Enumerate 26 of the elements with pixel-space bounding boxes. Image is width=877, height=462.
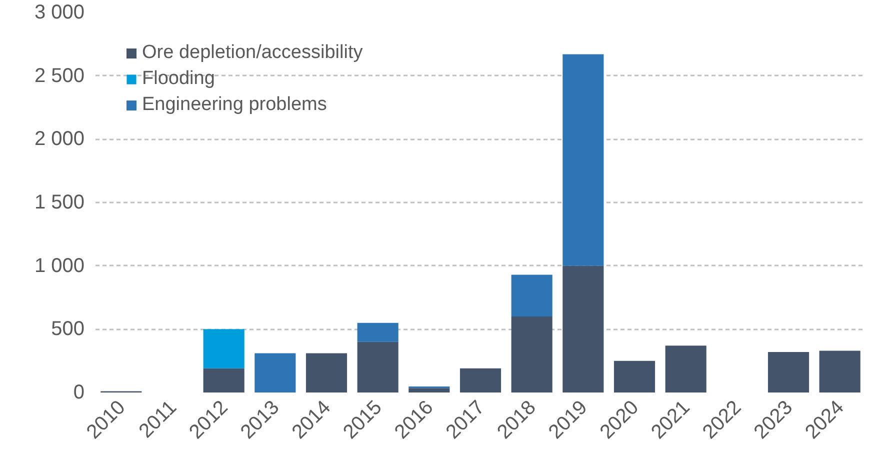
bar bbox=[614, 360, 656, 392]
bar bbox=[203, 329, 244, 368]
bar bbox=[665, 346, 706, 392]
y-tick-label: 1 500 bbox=[34, 192, 85, 214]
bar bbox=[511, 274, 552, 316]
y-tick-label: 500 bbox=[51, 318, 85, 340]
bar bbox=[357, 322, 398, 342]
bar bbox=[357, 342, 398, 392]
bar bbox=[460, 368, 502, 392]
bar bbox=[819, 350, 860, 392]
bar bbox=[511, 316, 552, 392]
bar bbox=[562, 266, 604, 392]
bar bbox=[768, 352, 810, 392]
legend-label: Ore depletion/accessibility bbox=[142, 42, 363, 64]
legend-label: Engineering problems bbox=[142, 94, 327, 116]
y-tick-label: 2 500 bbox=[34, 64, 85, 87]
bar bbox=[254, 353, 296, 392]
y-tick-label: 0 bbox=[73, 382, 84, 404]
bar bbox=[408, 388, 450, 392]
bar bbox=[203, 368, 244, 392]
y-tick-label: 3 000 bbox=[34, 2, 85, 24]
bar bbox=[562, 54, 604, 266]
bar bbox=[306, 353, 348, 392]
y-tick-label: 1 000 bbox=[34, 254, 85, 277]
legend-label: Flooding bbox=[142, 68, 215, 90]
y-tick-label: 2 000 bbox=[34, 128, 85, 150]
